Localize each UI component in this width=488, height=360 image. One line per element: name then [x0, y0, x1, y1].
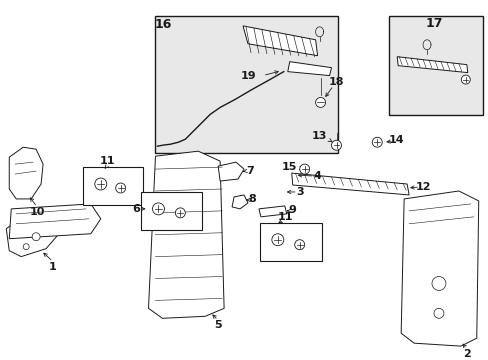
- Polygon shape: [396, 57, 467, 73]
- Circle shape: [294, 240, 304, 250]
- Polygon shape: [9, 147, 43, 199]
- Circle shape: [460, 75, 469, 84]
- Text: 7: 7: [245, 166, 253, 176]
- Circle shape: [315, 98, 325, 107]
- Polygon shape: [148, 151, 224, 318]
- Text: 19: 19: [241, 71, 256, 81]
- Text: 11: 11: [278, 212, 293, 222]
- Polygon shape: [9, 204, 101, 239]
- Circle shape: [152, 203, 164, 215]
- Text: 5: 5: [214, 320, 222, 330]
- Text: 1: 1: [49, 262, 57, 271]
- Bar: [82, 167, 142, 205]
- Circle shape: [331, 140, 341, 150]
- Text: 4: 4: [313, 171, 321, 181]
- Text: 6: 6: [132, 204, 140, 214]
- Text: 9: 9: [288, 205, 296, 215]
- Circle shape: [23, 244, 29, 250]
- Text: 10: 10: [29, 207, 45, 217]
- Bar: [140, 192, 202, 230]
- Polygon shape: [218, 162, 244, 181]
- Bar: [260, 223, 321, 261]
- Text: 12: 12: [414, 182, 430, 192]
- Polygon shape: [232, 195, 247, 209]
- Text: 15: 15: [282, 162, 297, 172]
- Polygon shape: [400, 191, 478, 346]
- Bar: [155, 16, 337, 153]
- Text: 11: 11: [100, 156, 115, 166]
- Bar: [388, 16, 482, 116]
- Text: 8: 8: [247, 194, 255, 204]
- Text: 3: 3: [295, 187, 303, 197]
- Circle shape: [32, 233, 40, 241]
- Text: 14: 14: [387, 135, 403, 145]
- Text: 17: 17: [425, 17, 442, 30]
- Circle shape: [371, 137, 382, 147]
- Polygon shape: [291, 173, 408, 195]
- Circle shape: [116, 183, 125, 193]
- Circle shape: [299, 164, 309, 174]
- Polygon shape: [287, 62, 331, 76]
- Text: 18: 18: [328, 77, 344, 86]
- Circle shape: [175, 208, 185, 218]
- Text: 13: 13: [311, 131, 326, 141]
- Circle shape: [431, 276, 445, 291]
- Circle shape: [271, 234, 283, 246]
- Circle shape: [433, 309, 443, 318]
- Text: 16: 16: [154, 18, 172, 31]
- Polygon shape: [258, 206, 286, 217]
- Circle shape: [95, 178, 106, 190]
- Polygon shape: [6, 217, 61, 257]
- Text: 2: 2: [462, 349, 470, 359]
- Polygon shape: [243, 26, 317, 56]
